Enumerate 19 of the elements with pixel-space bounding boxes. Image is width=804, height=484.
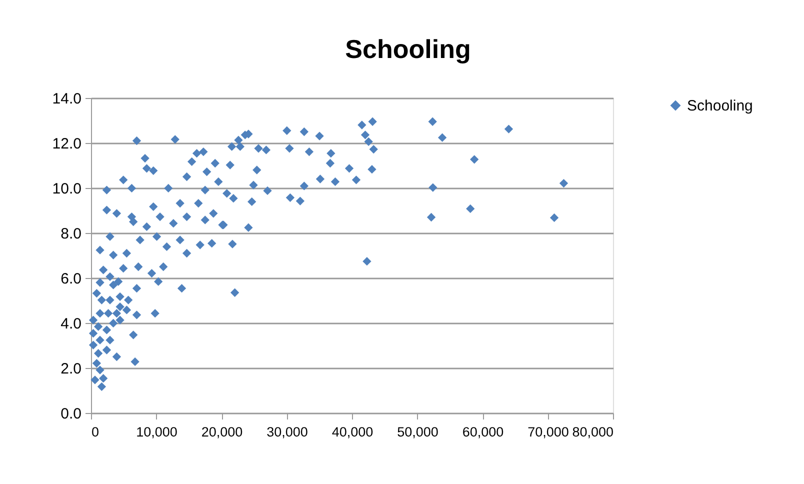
- y-tick-label: 4.0: [60, 316, 82, 332]
- x-tick-label: 30,000: [266, 424, 308, 440]
- y-tick-label: 14.0: [52, 90, 82, 108]
- chart-title: Schooling: [345, 34, 471, 64]
- x-tick-label: 40,000: [332, 424, 374, 440]
- y-tick-label: 2.0: [60, 360, 82, 378]
- y-tick-label: 12.0: [52, 136, 82, 152]
- x-tick-label: 70,000: [528, 424, 569, 440]
- legend-label: Schooling: [687, 98, 753, 114]
- x-tick-label: 10,000: [136, 424, 178, 440]
- y-tick-label: 6.0: [60, 270, 82, 288]
- x-tick-label: 80,000: [572, 424, 614, 440]
- x-tick-label: 60,000: [462, 424, 504, 440]
- x-tick-label: 20,000: [201, 424, 243, 440]
- x-tick-label: 0: [92, 424, 100, 440]
- y-tick-label: 0.0: [60, 406, 82, 422]
- y-tick-label: 8.0: [60, 226, 82, 242]
- y-tick-label: 10.0: [52, 180, 82, 198]
- x-tick-label: 50,000: [397, 424, 438, 440]
